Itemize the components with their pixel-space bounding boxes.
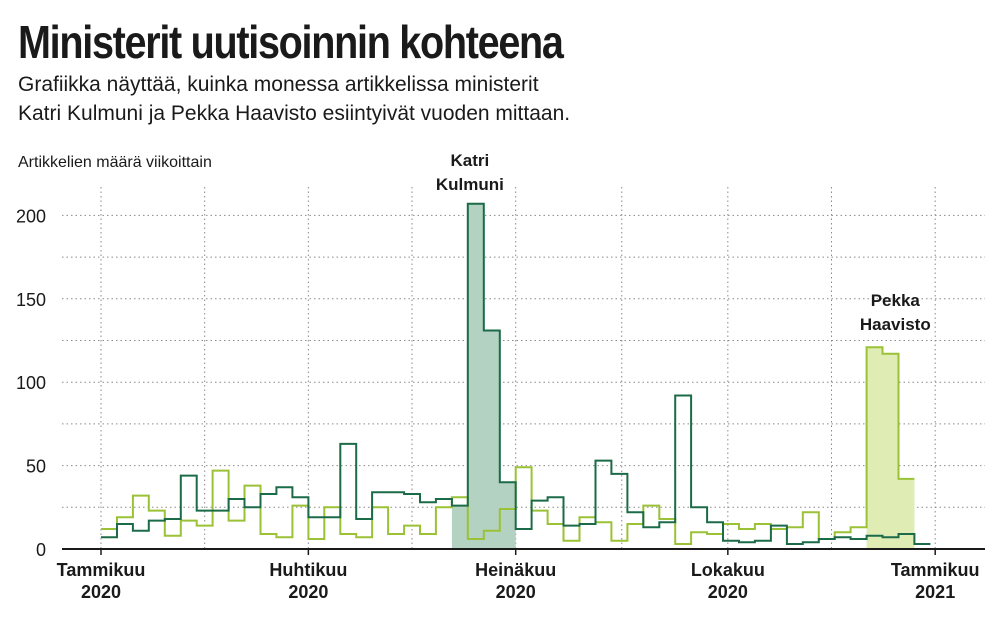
x-tick-label-month: Tammikuu	[891, 560, 980, 580]
x-tick-label-year: 2020	[81, 582, 121, 602]
y-tick-labels: 0 50 100 150 200	[16, 206, 46, 560]
x-tick-label-year: 2020	[288, 582, 328, 602]
x-tick-label-month: Heinäkuu	[475, 560, 556, 580]
x-tick-label-month: Lokakuu	[691, 560, 765, 580]
series-lines	[101, 202, 931, 545]
y-tick-label: 200	[16, 206, 46, 226]
highlight-areas	[451, 203, 915, 549]
y-tick-label: 50	[26, 457, 46, 477]
chart-title: Ministerit uutisoinnin kohteena	[18, 16, 564, 68]
series-label-katri-kulmuni: Katri	[451, 151, 490, 170]
x-tick-label-month: Huhtikuu	[269, 560, 347, 580]
series-line-katri-kulmuni	[101, 202, 931, 545]
series-label-pekka-haavisto: Pekka	[871, 291, 921, 310]
x-tick-label-year: 2021	[915, 582, 955, 602]
y-tick-label: 150	[16, 290, 46, 310]
x-axis: Tammikuu2020Huhtikuu2020Heinäkuu2020Loka…	[57, 548, 985, 602]
x-tick-label-year: 2020	[708, 582, 748, 602]
subtitle-line-1: Grafiikka näyttää, kuinka monessa artikk…	[18, 73, 539, 96]
series-line-pekka-haavisto	[101, 346, 915, 545]
subtitle-line-2: Katri Kulmuni ja Pekka Haavisto esiintyi…	[18, 102, 571, 125]
x-tick-label-month: Tammikuu	[57, 560, 146, 580]
series-label-pekka-haavisto: Haavisto	[860, 315, 931, 334]
y-tick-label: 0	[36, 540, 46, 560]
y-tick-label: 100	[16, 373, 46, 393]
series-label-katri-kulmuni: Kulmuni	[436, 175, 504, 194]
y-axis-label: Artikkelien määrä viikoittain	[18, 154, 212, 171]
series-labels: Katri Kulmuni Pekka Haavisto	[436, 151, 931, 334]
chart-subtitle: Grafiikka näyttää, kuinka monessa artikk…	[18, 70, 718, 128]
highlight-area-pekka-haavisto	[866, 347, 915, 549]
x-tick-label-year: 2020	[496, 582, 536, 602]
grid-lines	[62, 187, 985, 549]
